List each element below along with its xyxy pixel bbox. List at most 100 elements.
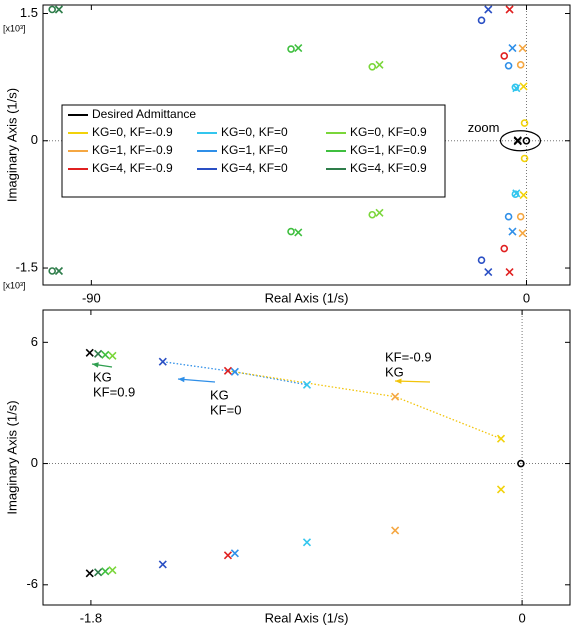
pole-stroke bbox=[391, 526, 400, 535]
pole-marker bbox=[94, 568, 103, 577]
pole-marker bbox=[101, 567, 110, 576]
y-axis-label: Imaginary Axis (1/s) bbox=[4, 88, 19, 202]
pole-stroke bbox=[391, 392, 400, 401]
axes-frame bbox=[42, 309, 571, 606]
plot-area bbox=[43, 310, 570, 605]
zero-marker bbox=[48, 267, 56, 275]
pole-stroke bbox=[519, 190, 528, 200]
annotation: KF=0 bbox=[210, 402, 241, 417]
annotation: KG bbox=[385, 364, 404, 379]
pole-stroke bbox=[512, 189, 521, 198]
pole-stroke bbox=[302, 538, 312, 547]
pole-stroke bbox=[94, 349, 103, 358]
zoom-ellipse bbox=[499, 130, 542, 152]
pole-stroke bbox=[484, 5, 493, 14]
pole-marker bbox=[508, 227, 517, 236]
pole-stroke bbox=[230, 549, 239, 558]
y-tick-label: 0 bbox=[31, 132, 38, 147]
pole-stroke bbox=[101, 567, 110, 576]
y-tick-label: 0 bbox=[31, 455, 38, 470]
y-tick-label: -1.5 bbox=[16, 259, 38, 274]
axes-frame bbox=[42, 4, 571, 286]
x-axis-label: Real Axis (1/s) bbox=[265, 290, 349, 305]
pole-marker bbox=[85, 348, 94, 357]
pole-marker bbox=[519, 190, 528, 200]
legend-label: Desired Admittance bbox=[92, 107, 196, 121]
pole-stroke bbox=[108, 351, 117, 360]
pole-stroke bbox=[375, 60, 384, 69]
pole-marker bbox=[496, 434, 506, 443]
legend-label: KG=1, KF=0 bbox=[221, 143, 288, 157]
y-exponent: [x10³] bbox=[3, 280, 26, 290]
pole-marker bbox=[518, 44, 527, 53]
pole-marker bbox=[85, 569, 94, 578]
pole-marker bbox=[158, 357, 167, 366]
pole-marker bbox=[294, 43, 303, 53]
x-tick-label: -1.8 bbox=[80, 610, 102, 625]
legend-label: KG=1, KF=0.9 bbox=[350, 143, 427, 157]
pole-marker bbox=[505, 5, 514, 14]
legend-box bbox=[61, 104, 446, 198]
x-tick-label: 0 bbox=[518, 610, 525, 625]
pole-marker bbox=[101, 350, 110, 359]
pole-marker bbox=[375, 208, 384, 217]
zero-marker bbox=[520, 119, 529, 127]
pole-stroke bbox=[158, 560, 167, 569]
pole-stroke bbox=[508, 43, 517, 53]
pole-stroke bbox=[513, 137, 522, 146]
pole-stroke bbox=[85, 348, 94, 357]
pole-stroke bbox=[85, 569, 94, 578]
pole-stroke bbox=[505, 267, 514, 277]
zero-marker bbox=[516, 61, 525, 69]
pole-marker bbox=[294, 228, 303, 237]
pole-marker bbox=[230, 367, 239, 376]
pole-marker bbox=[513, 137, 522, 146]
y-exponent: [x10³] bbox=[3, 23, 26, 33]
annotation: KF=-0.9 bbox=[385, 349, 432, 364]
x-axis-label: Real Axis (1/s) bbox=[265, 610, 349, 625]
zero-marker bbox=[511, 190, 520, 199]
zero-marker bbox=[511, 83, 520, 92]
pole-marker bbox=[223, 366, 232, 375]
pole-stroke bbox=[484, 267, 493, 277]
arrow-head bbox=[92, 362, 99, 368]
annotation: KG bbox=[93, 369, 112, 384]
zero-marker bbox=[516, 212, 525, 221]
zero-marker bbox=[48, 5, 56, 14]
pole-marker bbox=[302, 380, 312, 389]
pole-marker bbox=[54, 266, 64, 276]
legend-label: KG=1, KF=-0.9 bbox=[92, 143, 173, 157]
pole-marker bbox=[302, 538, 312, 547]
y-tick-label: -6 bbox=[26, 576, 38, 591]
legend-label: KG=0, KF=-0.9 bbox=[92, 125, 173, 139]
pole-marker bbox=[519, 82, 528, 91]
pole-stroke bbox=[519, 82, 528, 91]
zero-marker bbox=[477, 16, 486, 25]
pole-stroke bbox=[518, 44, 527, 53]
zero-marker bbox=[500, 52, 509, 60]
pole-stroke bbox=[302, 380, 312, 389]
annotation: KG bbox=[210, 387, 229, 402]
zero-marker bbox=[504, 212, 513, 221]
pole-stroke bbox=[375, 208, 384, 217]
pole-stroke bbox=[54, 266, 64, 276]
pole-marker bbox=[375, 60, 384, 69]
zero-marker bbox=[517, 459, 525, 468]
zero-marker bbox=[477, 256, 486, 264]
zero-marker bbox=[522, 136, 531, 145]
legend-label: KG=4, KF=-0.9 bbox=[92, 161, 173, 175]
pole-marker bbox=[391, 526, 400, 535]
pole-marker bbox=[54, 5, 64, 14]
zero-marker bbox=[500, 244, 509, 253]
pole-marker bbox=[484, 267, 493, 277]
annotation: KF=0.9 bbox=[93, 384, 135, 399]
y-axis-label: Imaginary Axis (1/s) bbox=[4, 400, 19, 514]
pole-stroke bbox=[54, 5, 64, 14]
y-tick-label: 1.5 bbox=[20, 5, 38, 20]
pole-stroke bbox=[496, 434, 506, 443]
pole-stroke bbox=[101, 350, 110, 359]
pole-marker bbox=[223, 551, 232, 560]
pole-stroke bbox=[94, 568, 103, 577]
pole-marker bbox=[158, 560, 167, 569]
